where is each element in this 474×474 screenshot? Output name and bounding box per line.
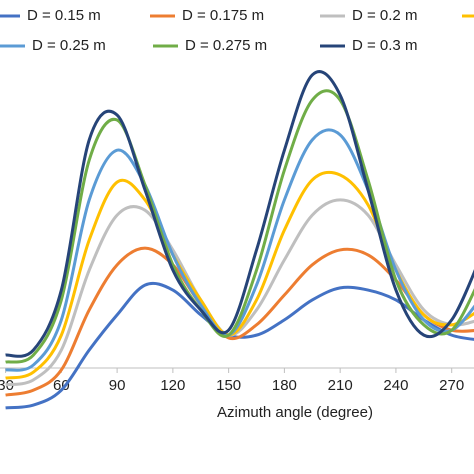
- legend-label: D = 0.15 m: [27, 7, 101, 24]
- legend-label: D = 0.25 m: [32, 37, 106, 54]
- x-tick-label: 180: [272, 377, 297, 394]
- x-tick-label: 60: [53, 377, 70, 394]
- legend-label: D = 0.3 m: [352, 37, 417, 54]
- series-line: [5, 198, 474, 387]
- series-line: [5, 128, 474, 372]
- legend-label: D = 0.2 m: [352, 7, 417, 24]
- series-line: [5, 89, 474, 364]
- x-tick-label: 270: [439, 377, 464, 394]
- x-tick-label: 90: [109, 377, 126, 394]
- x-axis-label: Azimuth angle (degree): [217, 404, 373, 421]
- x-tick-label: 150: [216, 377, 241, 394]
- x-tick-label: 240: [383, 377, 408, 394]
- x-tick-label: 120: [160, 377, 185, 394]
- series-line: [5, 70, 474, 358]
- x-tick-label: 210: [328, 377, 353, 394]
- series-line: [5, 281, 474, 410]
- legend-label: D = 0.175 m: [182, 7, 264, 24]
- legend-label: D = 0.275 m: [185, 37, 267, 54]
